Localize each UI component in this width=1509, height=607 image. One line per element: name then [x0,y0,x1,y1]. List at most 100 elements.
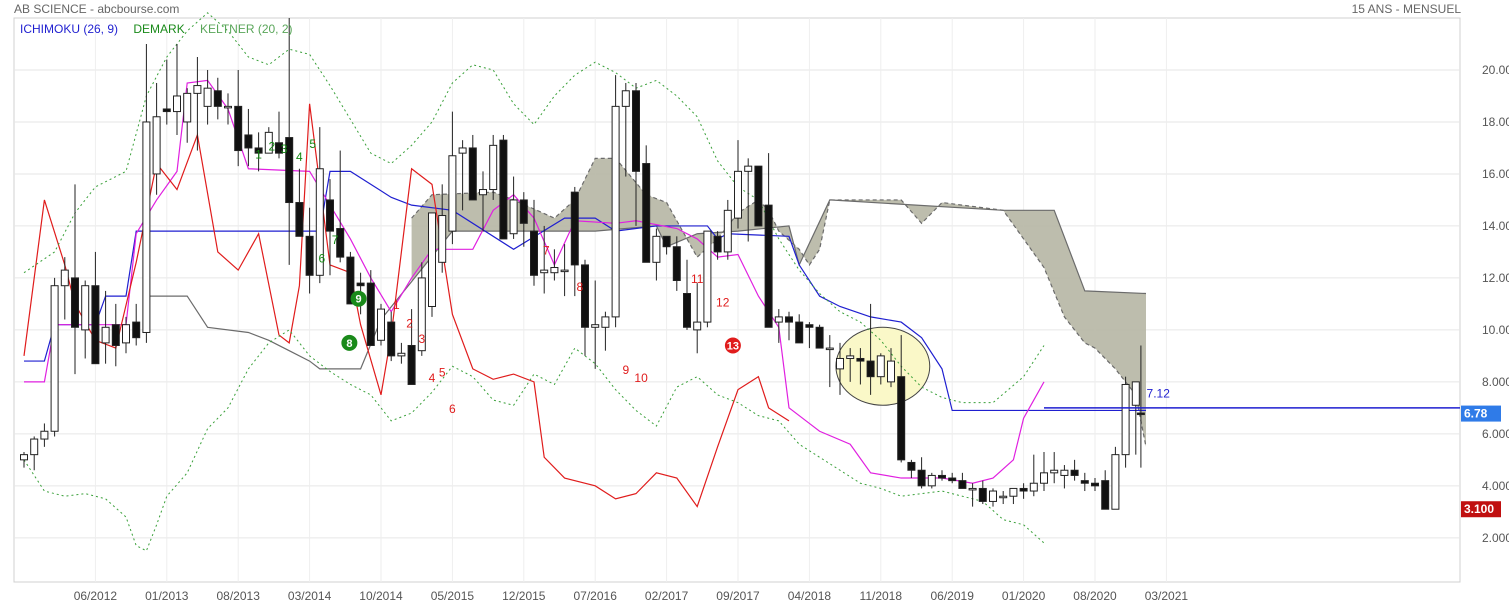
count-label: 4 [296,150,303,164]
count-badge [350,290,367,307]
candle-body [1070,469,1079,476]
x-tick-label: 08/2020 [1073,589,1117,603]
candle-body [683,293,691,328]
count-label: 5 [439,366,446,380]
candle-body [122,324,130,344]
candle-body [927,474,936,487]
candle-body [366,282,375,346]
count-label: 6 [318,251,325,265]
x-tick-label: 06/2012 [74,589,118,603]
candle-body [795,321,804,344]
count-label: 6 [449,402,456,416]
candle-body [142,121,151,333]
count-label: 5 [309,137,316,151]
candle-body [1019,487,1028,492]
candle-body [989,490,997,502]
ichimoku-cloud [411,158,1147,447]
candle-body [887,360,895,383]
count-label: 10 [634,371,648,385]
candle-body [1029,482,1038,492]
x-tick-label: 05/2015 [431,589,475,603]
x-tick-label: 03/2014 [288,589,332,603]
count-label: 1 [393,298,400,312]
x-tick-label: 07/2016 [574,589,618,603]
candle-body [591,324,600,328]
count-label: 8 [577,280,584,294]
candle-body [397,352,406,357]
candle-body [652,235,661,263]
candle-body [377,308,385,341]
y-tick-label: 12.00 [1482,271,1509,285]
count-label: 9 [622,363,629,377]
candle-body [1060,469,1069,476]
candle-body [264,131,273,154]
chart-title: AB SCIENCE - abcbourse.com [14,2,180,16]
price-tag-label: 3.100 [1464,502,1494,516]
y-tick-label: 14.00 [1482,219,1509,233]
candle-body [734,170,742,219]
legend-keltner: KELTNER (20, 2) [200,22,293,36]
candle-body [846,355,855,359]
price-tag-label: 6.78 [1464,407,1488,421]
candle-body [856,357,865,362]
count-label: 11 [691,272,704,286]
candle-body [948,477,957,482]
y-tick-label: 16.00 [1482,167,1509,181]
candle-body [764,204,773,328]
series-line-1 [411,157,1147,447]
candle-body [938,474,946,479]
series-line-3 [24,79,1045,484]
candle-body [1131,381,1140,406]
candle-body [897,376,906,461]
candle-body [407,344,416,385]
candle-body [1136,412,1145,416]
y-tick-label: 8.000 [1482,375,1509,389]
candle-body [438,215,447,263]
candle-body [213,90,222,107]
candle-body [754,165,763,227]
candle-body [968,487,977,491]
candle-body [111,324,120,346]
candle-body [1101,480,1110,510]
legend: ICHIMOKU (26, 9) DEMARK KELTNER (20, 2) [20,22,305,36]
x-tick-label: 01/2020 [1002,589,1046,603]
candle-body [836,357,844,370]
y-tick-label: 18.00 [1482,115,1509,129]
count-label: 2 [269,140,276,154]
candle-body [1091,482,1099,487]
y-tick-label: 20.00 [1482,63,1509,77]
candle-body [183,92,192,123]
candle-body [672,246,681,282]
candle-body [540,269,549,274]
candle-body [458,147,467,154]
candle-body [203,87,212,107]
x-tick-label: 06/2019 [931,589,975,603]
candle-body [193,85,202,94]
candle-body [152,116,161,175]
period-label: 15 ANS - MENSUEL [1351,2,1461,16]
candle-body [560,269,569,273]
count-label: 1 [255,147,262,161]
candle-body [866,360,875,378]
candle-body [305,235,314,276]
candle-body [601,316,610,328]
count-label: 7 [543,244,550,258]
count-badge [341,334,358,351]
candle-body [876,355,885,378]
price-tag [1461,501,1501,518]
candle-body [499,139,508,240]
candle-body [173,95,181,113]
candle-body [101,326,110,344]
candle-body [621,90,630,107]
candle-body [519,199,528,224]
count-label: 7.12 [1147,386,1171,400]
candle-body [60,269,69,287]
candle-body [224,105,232,109]
candle-body [1111,454,1120,510]
candle-body [81,285,90,331]
legend-demark: DEMARK [133,22,185,36]
x-tick-label: 04/2018 [788,589,832,603]
candle-body [958,480,967,489]
candle-body [744,165,753,172]
